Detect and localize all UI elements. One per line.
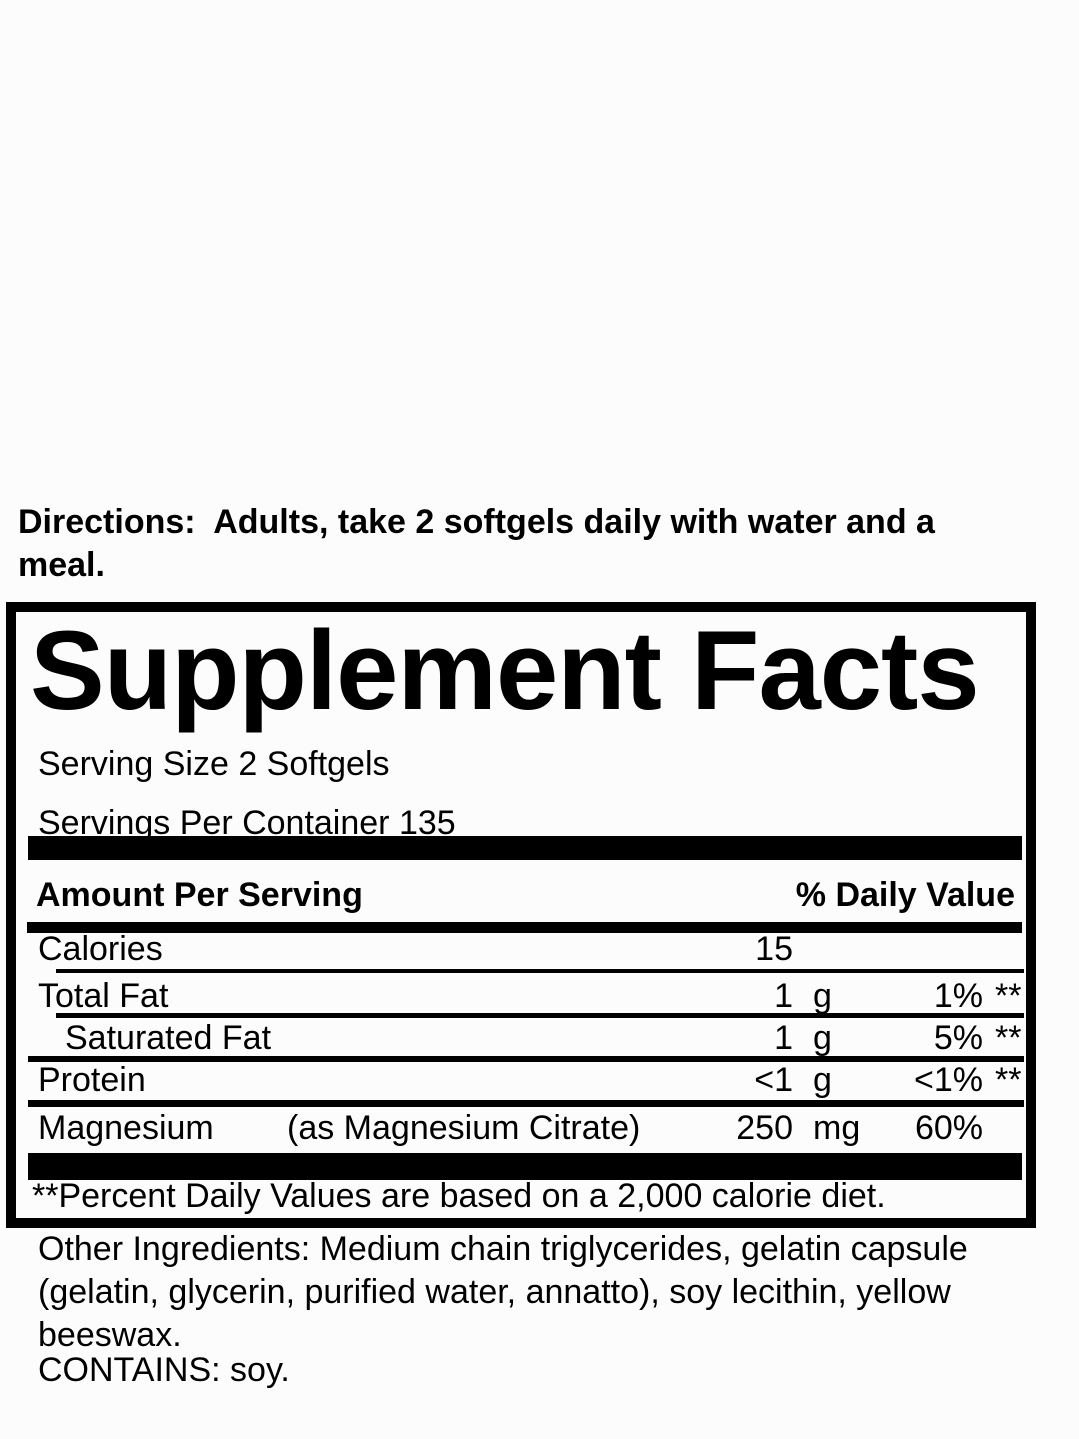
- nutrient-daily-value: 5%: [933, 1019, 983, 1057]
- nutrient-source: (as Magnesium Citrate): [287, 1109, 641, 1147]
- footnote-marker: **: [995, 977, 1022, 1015]
- other-ingredients-text: Other Ingredients: Medium chain triglyce…: [38, 1230, 968, 1354]
- nutrient-label: Protein: [38, 1061, 146, 1099]
- serving-size-text: Serving Size 2 Softgels: [38, 745, 390, 783]
- table-row-protein: Protein <1 g <1% **: [16, 1059, 1026, 1102]
- servings-per-container-text: Servings Per Container 135: [38, 804, 456, 842]
- thick-divider-bottom: [28, 1153, 1022, 1180]
- footnote-marker: **: [995, 1061, 1022, 1099]
- row-divider: [56, 969, 1024, 973]
- table-row-total-fat: Total Fat 1 g 1% **: [16, 975, 1026, 1018]
- nutrient-amount: 250: [736, 1109, 793, 1147]
- nutrient-label: Saturated Fat: [65, 1019, 272, 1057]
- nutrient-unit: mg: [813, 1109, 861, 1147]
- table-row-calories: Calories 15: [16, 928, 1026, 971]
- nutrient-daily-value: 60%: [914, 1109, 983, 1147]
- nutrient-unit: g: [813, 1019, 832, 1057]
- supplement-facts-panel: Supplement Facts Serving Size 2 Softgels…: [6, 602, 1036, 1228]
- table-row-saturated-fat: Saturated Fat 1 g 5% **: [16, 1017, 1026, 1060]
- serving-size-line: Serving Size 2 Softgels: [16, 743, 1026, 786]
- daily-value-footnote-text: **Percent Daily Values are based on a 2,…: [32, 1177, 886, 1215]
- nutrient-amount: <1: [754, 1061, 793, 1099]
- daily-value-footnote: **Percent Daily Values are based on a 2,…: [16, 1175, 1026, 1218]
- nutrient-daily-value: 1%: [933, 977, 983, 1015]
- directions-text: Directions: Adults, take 2 softgels dail…: [18, 503, 935, 584]
- nutrient-label: Calories: [38, 930, 163, 968]
- nutrient-amount: 15: [755, 930, 793, 968]
- header-divider: [27, 922, 1022, 933]
- row-divider: [56, 1013, 1024, 1018]
- nutrient-label: Magnesium: [38, 1109, 214, 1147]
- row-divider: [28, 1056, 1024, 1062]
- nutrient-amount: 1: [774, 977, 793, 1015]
- footnote-marker: **: [995, 1019, 1022, 1057]
- panel-title: Supplement Facts: [30, 608, 980, 733]
- table-row-magnesium: Magnesium (as Magnesium Citrate) 250 mg …: [16, 1107, 1026, 1150]
- section-divider: [28, 1100, 1024, 1107]
- nutrient-amount: 1: [774, 1019, 793, 1057]
- table-header-row: Amount Per Serving % Daily Value: [16, 874, 1026, 917]
- nutrient-label: Total Fat: [38, 977, 169, 1015]
- nutrient-daily-value: <1%: [914, 1061, 983, 1099]
- allergen-contains-text: CONTAINS: soy.: [38, 1351, 290, 1389]
- thick-divider-top: [28, 836, 1022, 860]
- amount-per-serving-header: Amount Per Serving: [36, 876, 363, 914]
- servings-per-container-line: Servings Per Container 135: [16, 802, 1026, 845]
- nutrient-unit: g: [813, 1061, 832, 1099]
- daily-value-header: % Daily Value: [795, 876, 1015, 914]
- nutrient-unit: g: [813, 977, 832, 1015]
